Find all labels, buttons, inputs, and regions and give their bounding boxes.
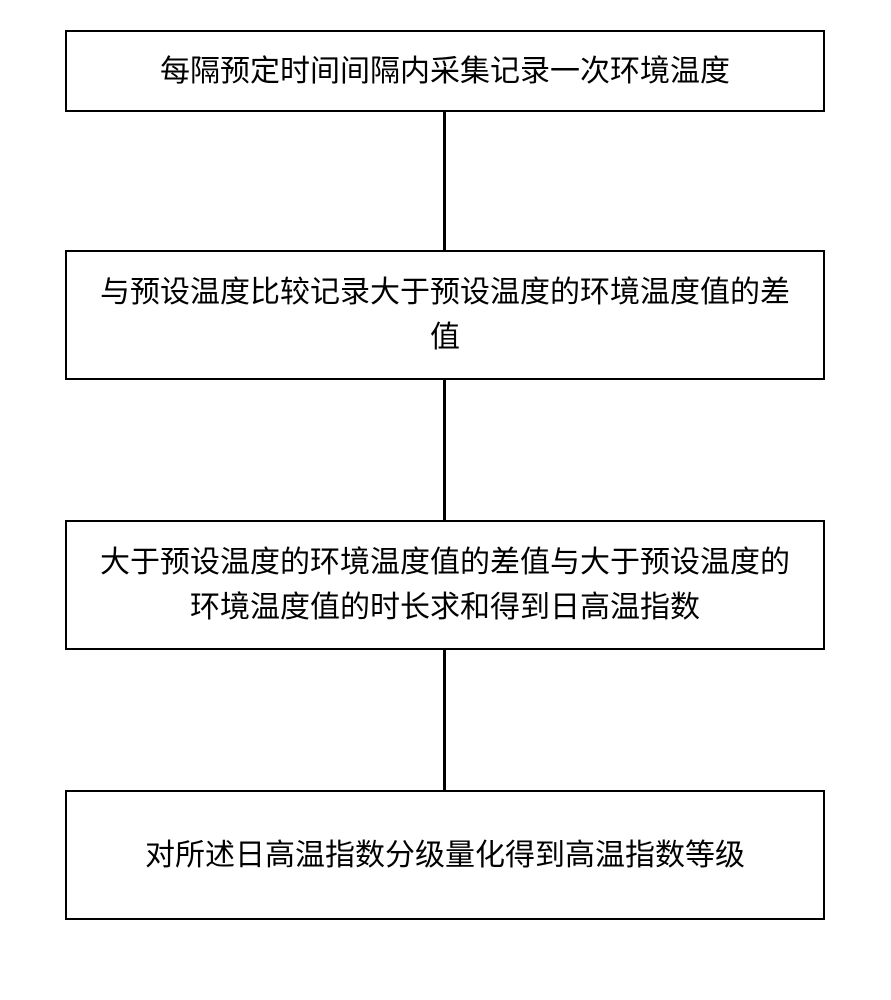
node-text: 与预设温度比较记录大于预设温度的环境温度值的差值: [87, 270, 803, 360]
flowchart-edge-2-3: [443, 380, 446, 520]
node-text: 大于预设温度的环境温度值的差值与大于预设温度的环境温度值的时长求和得到日高温指数: [87, 540, 803, 630]
flowchart-edge-3-4: [443, 650, 446, 790]
flowchart-node-3: 大于预设温度的环境温度值的差值与大于预设温度的环境温度值的时长求和得到日高温指数: [65, 520, 825, 650]
node-text: 对所述日高温指数分级量化得到高温指数等级: [145, 833, 745, 878]
flowchart-edge-1-2: [443, 112, 446, 250]
node-text: 每隔预定时间间隔内采集记录一次环境温度: [160, 49, 730, 94]
flowchart-node-4: 对所述日高温指数分级量化得到高温指数等级: [65, 790, 825, 920]
flowchart-node-1: 每隔预定时间间隔内采集记录一次环境温度: [65, 30, 825, 112]
flowchart-canvas: 每隔预定时间间隔内采集记录一次环境温度 与预设温度比较记录大于预设温度的环境温度…: [0, 0, 891, 1000]
flowchart-node-2: 与预设温度比较记录大于预设温度的环境温度值的差值: [65, 250, 825, 380]
